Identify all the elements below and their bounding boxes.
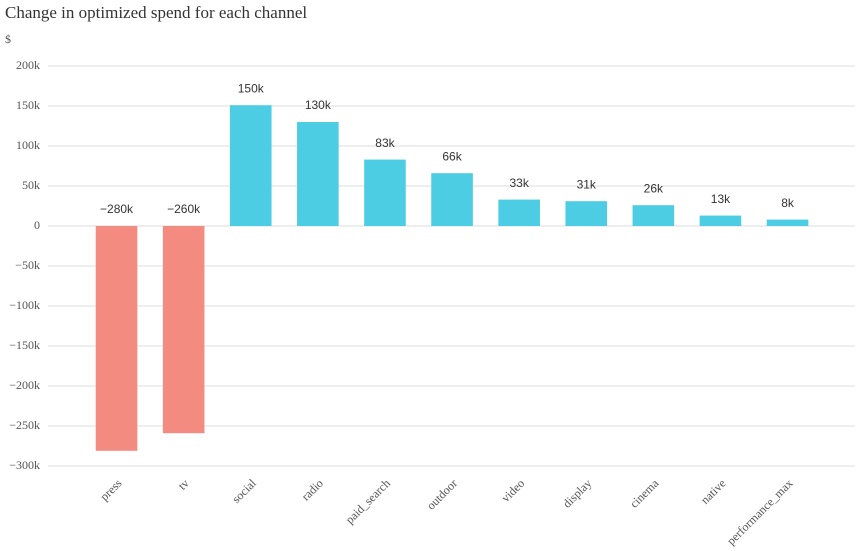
x-tick-label: native [698,476,729,507]
x-tick-label: outdoor [424,476,460,512]
value-label: 31k [577,177,597,191]
value-label: 26k [644,181,664,195]
x-tick-label: performance_max [724,476,796,548]
bar [431,173,473,226]
x-tick-label: tv [175,476,192,493]
y-tick-label: −100k [9,298,40,312]
y-axis-label: $ [5,32,11,46]
x-tick-label: cinema [627,476,662,511]
x-tick-label: video [498,476,527,505]
y-tick-label: −200k [9,378,40,392]
bar [364,159,406,226]
bar [229,105,272,226]
y-tick-label: 0 [34,218,40,232]
value-label: 83k [375,136,395,150]
x-tick-label: social [229,476,259,506]
bar [95,226,138,451]
y-tick-label: −250k [9,418,40,432]
bar [162,226,205,434]
y-tick-label: 50k [22,178,40,192]
bar [565,201,608,226]
bar [632,205,675,226]
bar [297,122,339,226]
value-label: 8k [781,196,795,210]
value-label: 66k [442,149,462,163]
value-label: 130k [305,98,332,112]
chart-title: Change in optimized spend for each chann… [5,3,307,22]
bar [498,199,540,226]
y-tick-label: 150k [16,98,40,112]
value-label: 150k [238,81,265,95]
y-tick-label: −300k [9,458,40,472]
value-label: 13k [711,192,731,206]
bar [699,215,742,226]
value-label: −260k [167,202,201,216]
x-tick-label: radio [299,476,326,503]
value-label: −280k [100,202,134,216]
value-label: 33k [509,176,529,190]
x-tick-label: paid_search [343,476,393,526]
bar [766,219,809,226]
y-tick-label: −50k [15,258,40,272]
y-tick-label: −150k [9,338,40,352]
y-tick-label: 100k [16,138,40,152]
x-tick-label: display [560,476,594,510]
y-tick-label: 200k [16,58,40,72]
x-tick-label: press [97,476,125,504]
